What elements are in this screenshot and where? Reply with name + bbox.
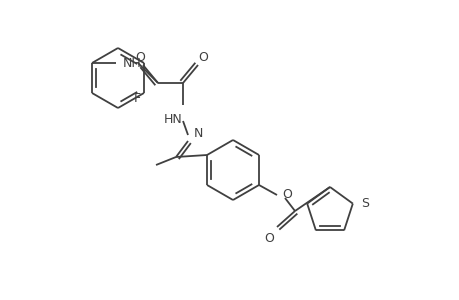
Text: O: O [135,50,145,64]
Text: S: S [360,197,368,210]
Text: O: O [281,188,291,202]
Text: O: O [198,50,207,64]
Text: NH: NH [123,56,141,70]
Text: N: N [194,127,203,140]
Text: HN: HN [163,113,182,126]
Text: O: O [263,232,274,245]
Text: F: F [133,92,140,104]
